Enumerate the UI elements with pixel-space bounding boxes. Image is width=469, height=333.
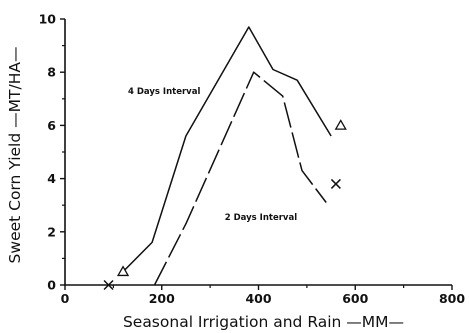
labels: Seasonal Irrigation and Rain —MM— Sweet … — [6, 47, 404, 331]
axes: 0 200 400 600 800 0 2 4 6 8 10 — [39, 12, 466, 307]
marker-triangle-end — [334, 119, 347, 130]
annotation-2-days-interval: 2 Days Interval — [225, 213, 297, 223]
series-4-days-interval — [116, 26, 347, 277]
marker-x-end — [330, 178, 341, 189]
series-2-days-interval — [103, 71, 341, 291]
y-tick-label-2: 2 — [47, 224, 56, 239]
y-tick-label-0: 0 — [47, 278, 56, 293]
y-tick-label-6: 6 — [47, 118, 56, 133]
y-tick-label-4: 4 — [47, 171, 56, 186]
y-axis-title: Sweet Corn Yield —MT/HA— — [6, 47, 24, 264]
annotation-4-days-interval: 4 Days Interval — [128, 87, 200, 97]
y-tick-label-10: 10 — [39, 12, 57, 27]
x-tick-label-600: 600 — [342, 291, 368, 306]
y-tick-label-8: 8 — [47, 65, 56, 80]
series-line-2-days-interval — [153, 71, 327, 286]
marker-triangle-start — [116, 265, 130, 277]
series-line-4-days-interval — [122, 26, 332, 273]
marker-x-start — [103, 279, 114, 291]
x-tick-label-800: 800 — [439, 291, 465, 306]
x-axis-title: Seasonal Irrigation and Rain —MM— — [123, 313, 404, 331]
x-tick-label-0: 0 — [61, 291, 70, 306]
x-tick-label-400: 400 — [245, 291, 271, 306]
x-tick-label-200: 200 — [149, 291, 175, 306]
series-layer — [103, 26, 347, 291]
